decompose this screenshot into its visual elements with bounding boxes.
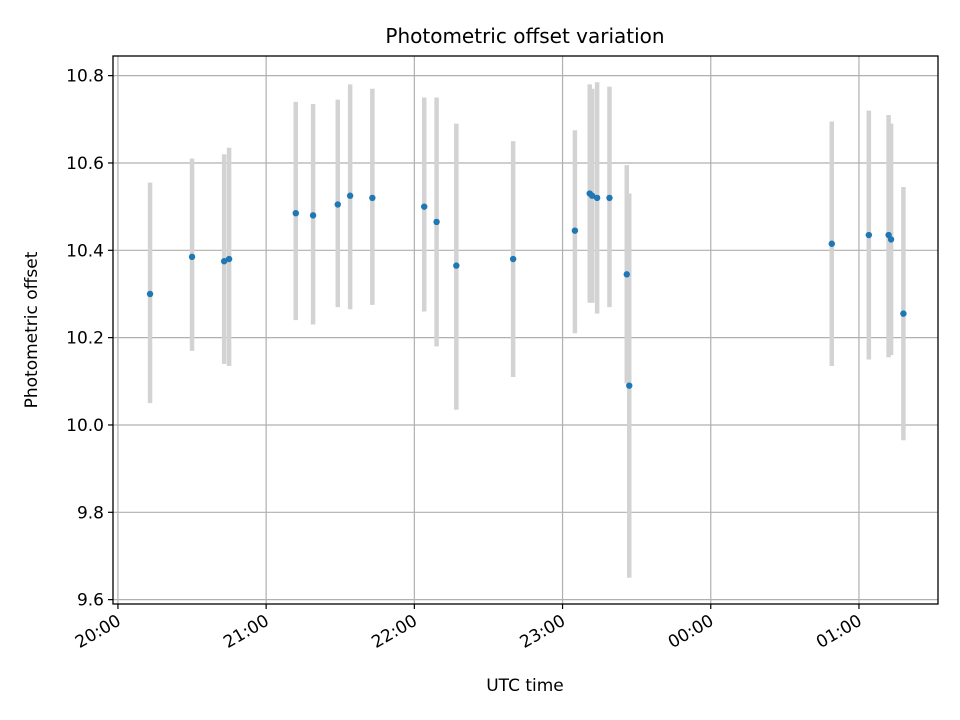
data-point [346,192,354,199]
data-point [453,262,460,269]
data-point [865,231,873,239]
y-tick-label: 9.6 [77,591,104,611]
y-tick-label: 10.2 [66,329,104,349]
data-point [900,310,907,317]
data-point [369,194,376,202]
data-point [588,192,596,199]
data-point [309,212,317,219]
data-point [571,227,579,234]
x-axis-label: UTC time [486,676,564,696]
data-point [828,240,835,247]
grid [113,56,938,604]
data-point [292,209,299,217]
data-point [433,218,440,226]
y-tick-label: 10.8 [66,67,104,87]
data-point [887,236,895,243]
y-tick-label: 9.8 [77,503,104,523]
y-tick-label: 10.4 [66,241,104,261]
y-tick-label: 10.0 [66,416,104,436]
plot-frame [112,55,939,605]
data-point [421,203,428,210]
y-axis-label: Photometric offset [22,251,42,408]
data-point [606,194,613,202]
data-point [220,258,228,265]
data-point [146,290,154,298]
data-point [188,253,196,261]
data-point [225,255,233,263]
data-point [334,201,341,208]
y-tick-label: 10.6 [66,154,104,174]
data-point [626,382,633,389]
data-point [623,271,630,278]
chart-title: Photometric offset variation [385,24,664,48]
data-points [146,190,907,389]
y-axis-ticks: 9.6 9.8 10.0 10.2 10.4 10.6 10.8 [66,67,113,611]
data-point [509,255,517,263]
data-point [593,194,601,202]
